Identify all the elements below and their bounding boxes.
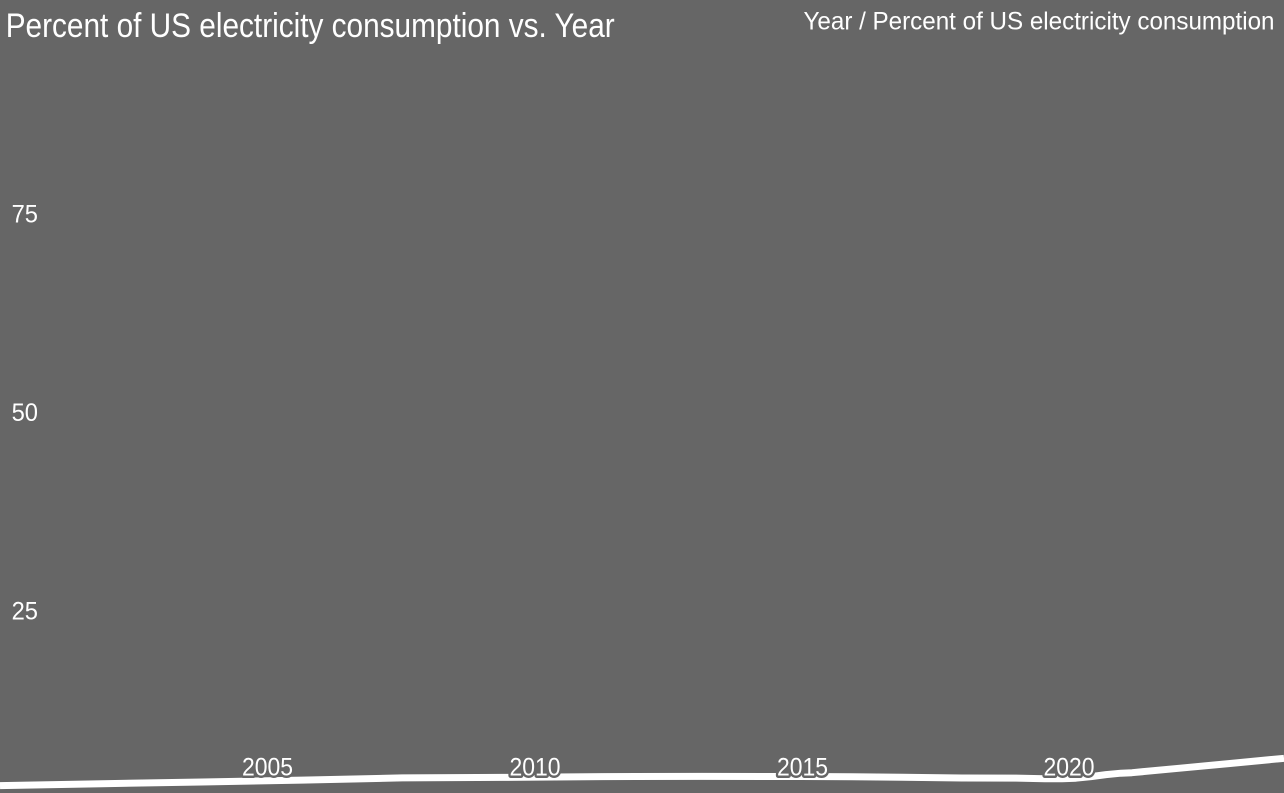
svg-text:2010: 2010 bbox=[510, 754, 561, 782]
svg-text:2020: 2020 bbox=[1044, 754, 1095, 782]
svg-text:2005: 2005 bbox=[242, 754, 293, 782]
svg-text:25: 25 bbox=[12, 599, 38, 626]
svg-text:Year / Percent of US electrici: Year / Percent of US electricity consump… bbox=[804, 9, 1275, 36]
svg-text:2015: 2015 bbox=[777, 754, 828, 782]
svg-text:50: 50 bbox=[12, 400, 38, 427]
svg-text:75: 75 bbox=[12, 202, 38, 229]
svg-text:Percent of US electricity cons: Percent of US electricity consumption vs… bbox=[6, 7, 615, 45]
